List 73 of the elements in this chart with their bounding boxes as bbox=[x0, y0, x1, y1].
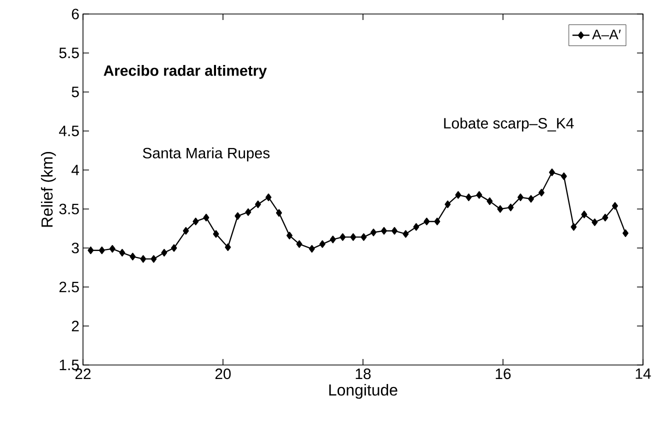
x-tick-label: 20 bbox=[215, 368, 231, 380]
point bbox=[340, 233, 346, 241]
text: Arecibo radar altimetry bbox=[104, 64, 267, 79]
point bbox=[413, 223, 420, 231]
annotation: Lobate scarp–S_K4 bbox=[444, 118, 574, 132]
y-tick-label: 4 bbox=[72, 164, 80, 176]
y-tick-label: 6 bbox=[72, 8, 79, 20]
point bbox=[109, 244, 116, 253]
point bbox=[402, 230, 409, 238]
x-tick-label: 16 bbox=[496, 368, 511, 380]
point bbox=[424, 218, 430, 226]
point bbox=[476, 191, 482, 199]
point bbox=[466, 194, 472, 202]
point bbox=[455, 191, 462, 199]
point bbox=[296, 240, 302, 248]
point bbox=[434, 218, 440, 226]
point bbox=[392, 227, 398, 235]
point bbox=[286, 232, 292, 240]
point bbox=[570, 223, 577, 231]
legend-label: A–A′ bbox=[592, 30, 621, 40]
point bbox=[350, 233, 356, 241]
point bbox=[161, 248, 168, 256]
point bbox=[518, 194, 524, 202]
point bbox=[98, 246, 105, 254]
y-tick-label: 2.5 bbox=[59, 282, 79, 292]
point bbox=[560, 172, 567, 180]
y-tick-label: 5.5 bbox=[59, 48, 79, 58]
point bbox=[308, 244, 315, 253]
point bbox=[486, 197, 493, 205]
point bbox=[381, 227, 387, 235]
point bbox=[581, 210, 588, 218]
point bbox=[602, 214, 608, 222]
point bbox=[276, 209, 282, 217]
y-tick-label: 3 bbox=[72, 242, 79, 254]
point bbox=[538, 188, 544, 196]
point bbox=[150, 255, 157, 263]
point bbox=[203, 214, 210, 222]
point bbox=[330, 236, 336, 244]
y-tick-label: 3.5 bbox=[59, 204, 79, 214]
point bbox=[592, 218, 598, 226]
point bbox=[360, 233, 367, 241]
point bbox=[245, 208, 252, 216]
point bbox=[234, 212, 241, 220]
y-tick-label: 2 bbox=[72, 320, 79, 332]
point bbox=[370, 228, 376, 236]
y-axis-title: Relief (km) bbox=[40, 152, 56, 227]
point bbox=[612, 202, 618, 210]
point bbox=[497, 205, 504, 213]
point bbox=[192, 218, 199, 226]
x-axis-title: Longitude bbox=[329, 384, 398, 399]
point bbox=[255, 200, 261, 208]
y-tick-label: 1.5 bbox=[60, 360, 79, 370]
point bbox=[444, 200, 451, 208]
x-tick-label: 14 bbox=[636, 368, 651, 379]
point bbox=[88, 246, 94, 254]
annotation: Santa Maria Rupes bbox=[142, 147, 270, 162]
point bbox=[508, 204, 514, 212]
point bbox=[171, 244, 177, 252]
point bbox=[549, 168, 555, 176]
point bbox=[528, 195, 534, 203]
point bbox=[140, 255, 146, 263]
point bbox=[182, 227, 189, 235]
point bbox=[213, 230, 219, 238]
point bbox=[119, 248, 126, 256]
y-tick-label: 4.5 bbox=[59, 126, 79, 136]
point bbox=[266, 194, 272, 202]
x-tick-label: 22 bbox=[75, 368, 91, 379]
point bbox=[130, 252, 136, 260]
point bbox=[319, 240, 326, 248]
x-tick-label: 18 bbox=[356, 368, 371, 380]
point bbox=[622, 229, 628, 237]
y-tick-label: 5 bbox=[72, 86, 79, 98]
point bbox=[224, 243, 231, 252]
